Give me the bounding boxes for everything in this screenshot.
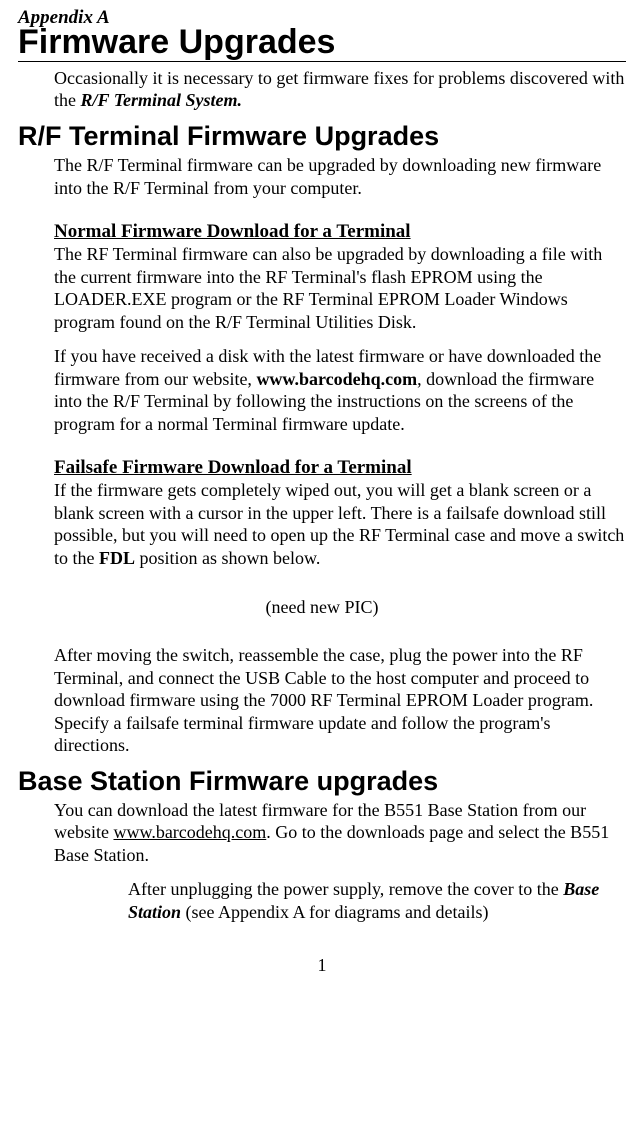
base-p2-post: (see Appendix A for diagrams and details…	[181, 902, 488, 922]
page-number: 1	[18, 955, 626, 976]
rf-p4-post: position as shown below.	[135, 548, 320, 568]
base-p2: After unplugging the power supply, remov…	[18, 878, 626, 923]
base-p2-pre: After unplugging the power supply, remov…	[128, 879, 563, 899]
intro-paragraph: Occasionally it is necessary to get firm…	[18, 67, 626, 112]
rf-p3: If you have received a disk with the lat…	[18, 345, 626, 435]
rf-heading: R/F Terminal Firmware Upgrades	[18, 122, 626, 150]
rf-p4: If the firmware gets completely wiped ou…	[18, 479, 626, 569]
subhead-failsafe: Failsafe Firmware Download for a Termina…	[18, 457, 626, 479]
base-p1-link: www.barcodehq.com	[113, 822, 266, 842]
base-heading: Base Station Firmware upgrades	[18, 767, 626, 795]
rf-p4-bold: FDL	[99, 548, 135, 568]
intro-bold-ital: R/F Terminal System.	[81, 90, 243, 110]
base-p1: You can download the latest firmware for…	[18, 799, 626, 867]
rf-p5: After moving the switch, reassemble the …	[18, 644, 626, 757]
rf-p2: The RF Terminal firmware can also be upg…	[18, 243, 626, 333]
page-title: Firmware Upgrades	[18, 25, 626, 62]
rf-p3-bold: www.barcodehq.com	[256, 369, 417, 389]
pic-note: (need new PIC)	[18, 597, 626, 618]
subhead-normal: Normal Firmware Download for a Terminal	[18, 221, 626, 243]
rf-p1: The R/F Terminal firmware can be upgrade…	[18, 154, 626, 199]
